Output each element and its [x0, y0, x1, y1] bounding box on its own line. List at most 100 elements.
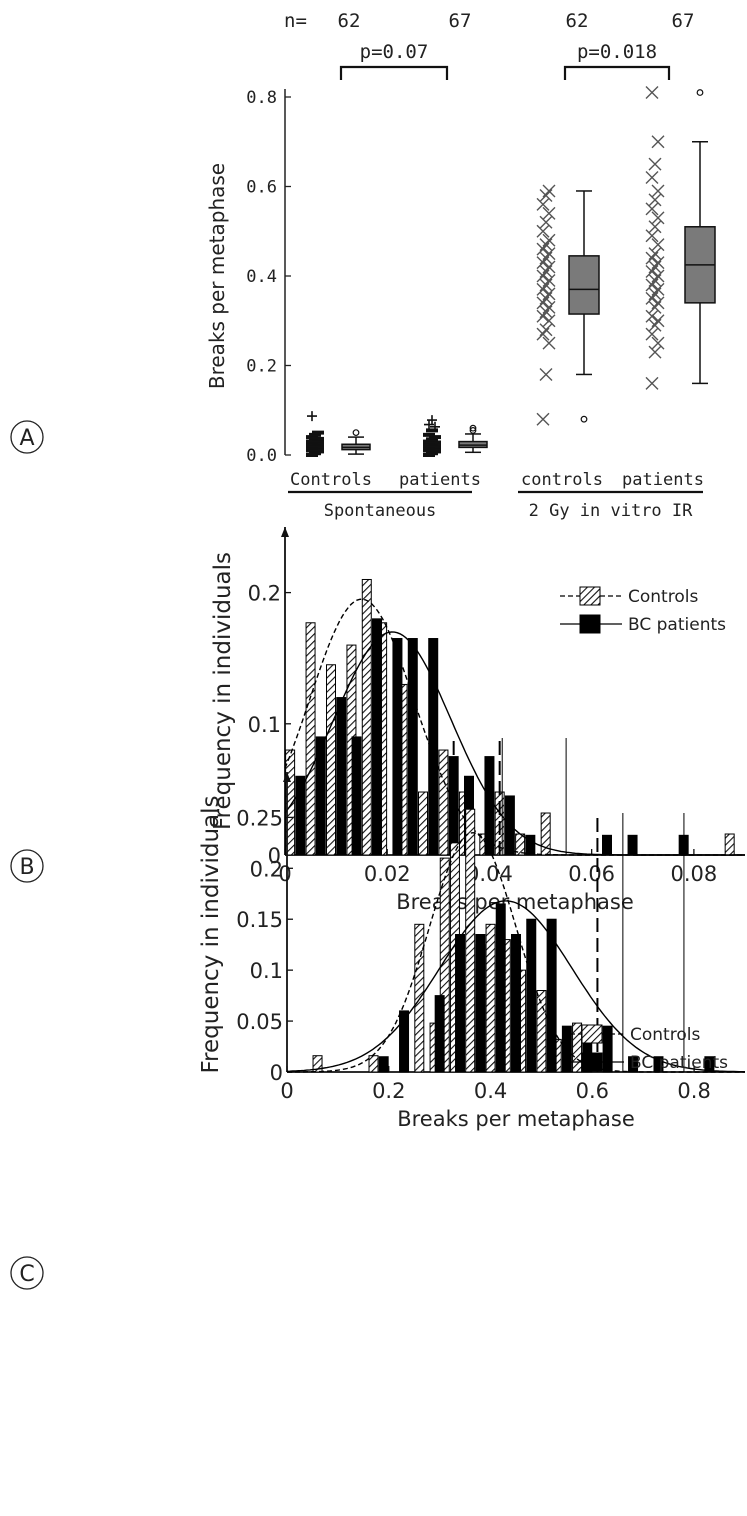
- data-point: [536, 224, 550, 238]
- bar-patients: [315, 736, 326, 856]
- bar-controls: [312, 1055, 323, 1073]
- data-point: [542, 260, 556, 274]
- y-axis-label: Breaks per metaphase: [205, 163, 229, 389]
- panel-letter: B: [19, 855, 34, 880]
- data-point: [651, 296, 665, 310]
- y-tick-label: 0.1: [250, 959, 283, 983]
- p-value-label: p=0.018: [577, 41, 657, 63]
- p-bracket: [339, 65, 449, 80]
- fit-curve-patients: [286, 900, 746, 1073]
- data-point: [645, 309, 659, 323]
- n-label: 67: [449, 10, 472, 32]
- data-point: [648, 345, 662, 359]
- data-point: [542, 287, 556, 301]
- n-label: 62: [338, 10, 361, 32]
- data-point: [542, 233, 556, 247]
- data-point: [648, 157, 662, 171]
- y-tick-label: 0.2: [250, 857, 283, 881]
- bar-controls: [326, 664, 336, 856]
- group-label: Controls: [290, 470, 372, 490]
- x-axis-label: Breaks per metaphase: [397, 1107, 635, 1131]
- data-point: [645, 376, 659, 390]
- panel-letters: A B C: [10, 420, 44, 1290]
- y-tick-label: 0: [270, 1061, 283, 1085]
- data-point: [645, 171, 659, 185]
- data-point: [423, 432, 435, 437]
- legend-swatch: [579, 586, 601, 606]
- outlier-point: [469, 424, 477, 432]
- group-label: patients: [622, 470, 704, 490]
- panel-letter-circle: [10, 420, 44, 454]
- data-point: [542, 314, 556, 328]
- y-tick-label: 0: [268, 844, 281, 868]
- y-tick-label: 0.8: [246, 88, 277, 108]
- data-point: [645, 229, 659, 243]
- panel-letter: A: [19, 426, 34, 451]
- x-tick-label: 0.6: [576, 1079, 609, 1103]
- data-point: [536, 197, 550, 211]
- y-tick-label: 0.2: [246, 357, 277, 377]
- y-tick-label: 0.15: [236, 908, 283, 932]
- outlier-point: [580, 415, 588, 423]
- data-point: [427, 415, 437, 426]
- data-point: [426, 428, 438, 433]
- bar-controls: [361, 578, 372, 856]
- data-point: [542, 300, 556, 314]
- bar-controls: [305, 622, 316, 856]
- bar-patients: [434, 995, 445, 1073]
- x-tick-label: 0.02: [364, 862, 411, 886]
- bar-patients: [399, 1010, 410, 1073]
- x-tick-label: 0.06: [568, 862, 615, 886]
- y-tick-label: 0.25: [236, 806, 283, 830]
- p-value-label: p=0.07: [360, 41, 429, 63]
- panel-letter-circle: [10, 1256, 44, 1290]
- bar-controls: [465, 808, 476, 1073]
- data-point: [651, 282, 665, 296]
- y-axis-arrow: [283, 772, 291, 782]
- category-label: 2 Gy in vitro IR: [529, 501, 694, 521]
- data-point: [539, 215, 553, 229]
- data-point: [648, 247, 662, 261]
- panel-letter: C: [19, 1262, 34, 1287]
- data-point: [645, 86, 659, 100]
- fit-curve-controls: [287, 831, 745, 1073]
- bar-patients: [428, 638, 439, 856]
- bar-patients: [455, 934, 466, 1073]
- data-point: [542, 184, 556, 198]
- legend-label: Controls: [628, 587, 698, 607]
- box: [568, 255, 600, 315]
- y-axis-arrow: [281, 527, 289, 537]
- p-bracket: [563, 65, 671, 80]
- bar-patients: [495, 903, 506, 1073]
- bar-controls: [536, 990, 547, 1073]
- data-point: [651, 256, 665, 270]
- data-point: [429, 435, 441, 440]
- x-tick-label: 0.08: [671, 862, 718, 886]
- bar-patients: [627, 834, 638, 856]
- legend-swatch: [581, 1052, 603, 1072]
- data-point: [651, 314, 665, 328]
- bar-patients: [704, 1056, 715, 1073]
- panel-letter-circle: [10, 849, 44, 883]
- outlier-point: [696, 89, 704, 96]
- data-point: [651, 184, 665, 198]
- bar-patients: [392, 638, 403, 856]
- bar-patients: [475, 934, 486, 1073]
- data-point: [648, 220, 662, 234]
- data-point: [651, 135, 665, 149]
- legend-label: BC patients: [628, 615, 726, 635]
- y-tick-label: 0.4: [246, 267, 277, 287]
- data-point: [651, 269, 665, 283]
- fit-curve-patients: [284, 631, 745, 856]
- x-tick-label: 0.8: [677, 1079, 710, 1103]
- legend-swatch: [579, 614, 601, 634]
- bar-patients: [351, 736, 362, 856]
- data-point: [651, 211, 665, 225]
- y-axis-label: Frequency in individuals: [210, 552, 236, 830]
- data-point: [542, 206, 556, 220]
- outlier-point: [352, 429, 360, 437]
- bar-controls: [368, 1055, 379, 1073]
